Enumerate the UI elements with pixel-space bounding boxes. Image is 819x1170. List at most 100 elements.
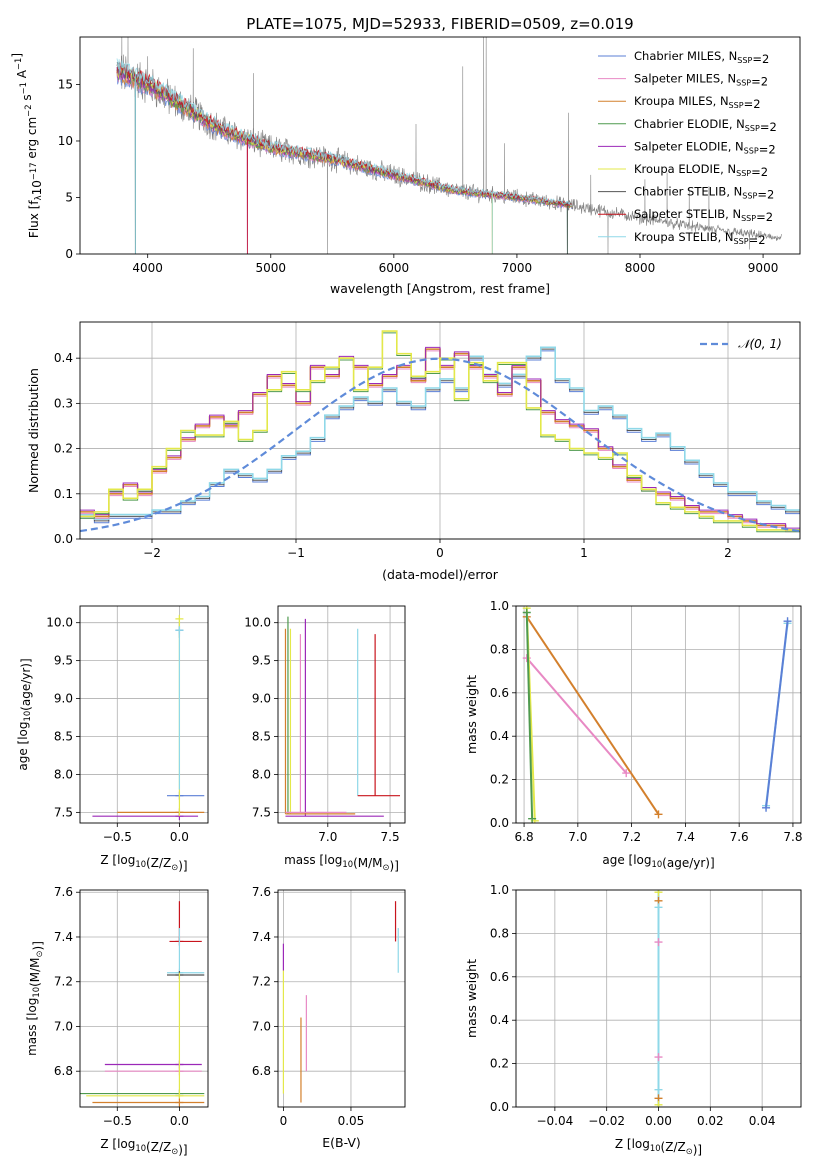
label-part: =2 <box>752 52 769 66</box>
x-tick-label: −0.5 <box>103 1114 132 1128</box>
label-part: Z [log <box>100 853 135 867</box>
y-tick-label: 15 <box>58 77 73 91</box>
label-part: mass [log <box>284 853 342 867</box>
frame-spectrum <box>79 36 801 255</box>
legend-entry-label: Chabrier STELIB, NSSP=2 <box>634 185 774 202</box>
label-part: )] <box>178 859 187 873</box>
x-tick-label: 4000 <box>132 261 163 275</box>
label-part: age [log <box>602 853 651 867</box>
label-part: −17 <box>28 162 38 180</box>
x-tick-label: −0.02 <box>588 1114 625 1128</box>
label-part: )] <box>390 859 399 873</box>
label-part: Z [log <box>100 1137 135 1151</box>
y-tick-label: 8.5 <box>54 730 73 744</box>
panels: 4000 5000 6000 7000 8000 9000051015wavelength… <box>10 36 802 1157</box>
axes-spectrum: 4000 5000 6000 7000 8000 9000 0 5 10 15 <box>58 77 779 275</box>
label-part: 10 <box>135 1143 146 1153</box>
label-part: Kroupa STELIB, N <box>634 230 734 244</box>
histogram-step-salpeter_miles <box>80 350 800 533</box>
x-tick-label: 1 <box>580 546 588 560</box>
y-tick-label: 9.0 <box>54 692 73 706</box>
label-part: =2 <box>757 188 774 202</box>
histogram-step-salpeter_elodie <box>80 346 800 529</box>
frame-mass_vs_ebv <box>277 889 406 1108</box>
y-tick-label: 0.6 <box>490 970 509 984</box>
y-tick-label: 6.8 <box>252 1064 271 1078</box>
label-part: (M/M <box>353 856 382 870</box>
histogram-step-kroupa_stelib <box>80 346 800 520</box>
label-part: Flux [f <box>27 200 41 238</box>
x-tick-label: 2 <box>724 546 732 560</box>
y-tick-label: 0.4 <box>490 729 509 743</box>
weight-point-chabrier_elodie <box>522 608 531 617</box>
label-part: (M/M <box>28 957 42 986</box>
label-part: A <box>15 69 29 82</box>
label-part: =2 <box>744 97 761 111</box>
label-part: =2 <box>749 233 766 247</box>
marks-mass_vs_ebv <box>282 901 399 1103</box>
label-part: Salpeter STELIB, N <box>634 207 741 221</box>
y-tick-label: 7.4 <box>252 930 271 944</box>
label-part: −1 <box>13 58 23 70</box>
label-part: =2 <box>759 142 776 156</box>
x-axis-label: Z [log10(Z/Z⊙)] <box>615 1137 702 1157</box>
y-tick-label: 9.5 <box>54 654 73 668</box>
y-tick-label: 5 <box>65 190 73 204</box>
y-axis-label: mass [log10(M/M⊙)] <box>25 941 45 1056</box>
label-part: 10 <box>30 180 44 195</box>
frame-age_vs_Z <box>79 605 209 824</box>
label-part: SSP <box>741 214 756 223</box>
spectrum-lines <box>116 37 782 254</box>
legend-entry-label: Kroupa MILES, NSSP=2 <box>634 94 761 111</box>
weight-point-salpeter_miles <box>622 769 631 778</box>
label-part: =2 <box>751 165 768 179</box>
weight-point-chabrier_miles <box>762 803 771 812</box>
y-axis-label: Flux [fλ10−17 erg cm−2 s−1 A−1] <box>10 53 44 238</box>
y-tick-label: 6.8 <box>54 1064 73 1078</box>
x-tick-label: 0 <box>436 546 444 560</box>
label-part: ⊙ <box>171 1146 178 1156</box>
weight-z-point-kroupa_stelib <box>654 903 663 912</box>
x-tick-label: −1 <box>287 546 305 560</box>
label-part: SSP <box>729 101 744 110</box>
x-tick-label: −0.5 <box>103 830 132 844</box>
weight-line-chabrier_miles <box>765 621 789 808</box>
y-tick-label: 7.4 <box>54 930 73 944</box>
y-tick-label: 0.8 <box>490 642 509 656</box>
axes-age_vs_mass: 7.0 7.5 7.5 8.0 8.5 9.0 9.5 10.0 <box>244 606 405 844</box>
x-tick-label: 0 <box>280 1114 288 1128</box>
x-axis-label: Z [log10(Z/Z⊙)] <box>100 853 187 873</box>
label-part: ⊙ <box>34 950 44 957</box>
label-part: (Z/Z <box>146 856 171 870</box>
x-tick-label: 7000 <box>502 261 533 275</box>
x-tick-label: 7.8 <box>783 830 802 844</box>
y-tick-label: 0.3 <box>54 396 73 410</box>
label-part: ⊙ <box>383 862 390 872</box>
label-part: 10 <box>652 859 663 869</box>
point-marker-kroupa_elodie <box>175 614 184 623</box>
x-tick-label: 6.8 <box>515 830 534 844</box>
label-part: SSP <box>736 169 751 178</box>
label-part: (Z/Z <box>146 1140 171 1154</box>
x-tick-label: 0.0 <box>170 1114 189 1128</box>
x-axis-label: Z [log10(Z/Z⊙)] <box>100 1137 187 1157</box>
x-tick-label: 0.00 <box>645 1114 672 1128</box>
x-tick-label: 6000 <box>379 261 410 275</box>
x-tick-label: 7.5 <box>381 830 400 844</box>
y-tick-label: 7.0 <box>54 1019 73 1033</box>
frame-weight_vs_age <box>515 605 802 824</box>
point-marker-kroupa_elodie <box>175 1091 184 1100</box>
label-part: Salpeter ELODIE, N <box>634 139 744 153</box>
x-tick-label: −2 <box>143 546 161 560</box>
y-tick-label: 10.0 <box>46 616 73 630</box>
legend-entry-label: Salpeter ELODIE, NSSP=2 <box>634 139 776 156</box>
x-tick-label: 7.2 <box>622 830 641 844</box>
label-part: Chabrier ELODIE, N <box>634 117 745 131</box>
label-part: =2 <box>751 75 768 89</box>
frame-weight_vs_Z <box>515 889 802 1108</box>
axes-residuals: −2 −1 0 1 2 0.0 0.1 0.2 0.3 0.4 <box>54 322 800 560</box>
y-axis-label: Normed distribution <box>26 368 41 493</box>
y-tick-label: 8.0 <box>252 767 271 781</box>
